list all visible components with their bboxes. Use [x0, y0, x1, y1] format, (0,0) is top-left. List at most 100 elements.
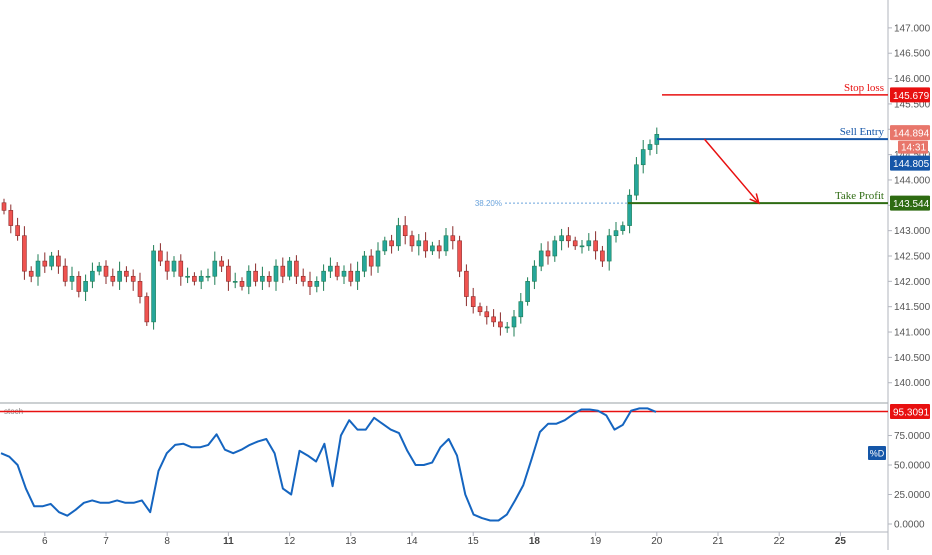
time-tick-label: 8	[164, 536, 170, 547]
candle-body	[232, 281, 238, 283]
candle-body	[457, 240, 462, 272]
candle-body	[579, 245, 585, 248]
candle-body	[430, 245, 435, 252]
target-arrow-head	[749, 193, 760, 205]
price-tick-label: 144.500	[894, 150, 931, 161]
candle-body	[382, 240, 388, 252]
stoch-d-line	[0, 407, 657, 522]
candle-body	[600, 250, 605, 262]
price-tick-label: 145.500	[894, 99, 931, 110]
current-price-bg	[890, 125, 930, 141]
candle-body	[436, 245, 442, 252]
grid	[0, 0, 889, 550]
candle-body	[1, 202, 7, 211]
candle-body	[566, 235, 571, 242]
candle-body	[198, 275, 204, 282]
candle-body	[559, 235, 564, 242]
candle-body	[443, 235, 449, 252]
candle-body	[586, 240, 592, 247]
candle-body	[151, 250, 156, 323]
osc-level-tag: 95.3091	[893, 408, 930, 419]
price-tick-label: 144.000	[894, 175, 931, 186]
time-tick-label: 20	[651, 536, 663, 547]
price-tick-label: 146.500	[894, 49, 931, 60]
candle-body	[253, 270, 258, 282]
candle-body	[28, 270, 34, 277]
osc-tick-label: 25.0000	[894, 490, 931, 501]
candle-body	[593, 240, 598, 252]
time-tick-label: 19	[590, 536, 602, 547]
candle-body	[341, 270, 347, 277]
candle-body	[76, 275, 82, 292]
candle-body	[273, 265, 279, 282]
candle-body	[450, 235, 456, 242]
osc-level-tag-bg	[890, 404, 930, 420]
price-tick-label: 141.000	[894, 328, 931, 339]
candle-body	[42, 260, 48, 267]
candle-body	[552, 240, 558, 257]
candle-body	[83, 281, 88, 292]
level-name: Sell Entry	[840, 126, 885, 138]
candle-body	[192, 275, 197, 282]
candle-body	[130, 275, 136, 282]
candle-body	[518, 301, 524, 318]
stop-loss-price-bg	[890, 87, 930, 103]
price-tick-label: 142.500	[894, 251, 931, 262]
time-tick-label: 22	[774, 536, 786, 547]
current-price: 144.894	[893, 129, 930, 140]
price-tick-label: 141.500	[894, 302, 931, 313]
candle-body	[219, 260, 224, 267]
candle-body	[572, 240, 578, 247]
candle-body	[409, 235, 415, 247]
candle-body	[470, 296, 476, 307]
candle-body	[402, 225, 408, 237]
candle-body	[498, 321, 503, 328]
candle-body	[491, 316, 496, 323]
candle-body	[178, 260, 184, 277]
candle-body	[246, 270, 252, 287]
time-tick-label: 6	[42, 536, 48, 547]
candle-body	[260, 275, 265, 282]
candle-body	[205, 275, 211, 278]
target-arrow-line	[703, 138, 760, 204]
candle-body	[348, 270, 354, 282]
axes: 147.000146.500146.000145.500145.000144.5…	[42, 23, 931, 547]
level-name: Stop loss	[844, 82, 884, 94]
price-tick-label: 140.000	[894, 378, 931, 389]
candle-body	[396, 225, 401, 247]
candle-body	[294, 260, 299, 277]
candle-body	[22, 235, 27, 272]
time-tick-label: 14	[406, 536, 418, 547]
level-name: Take Profit	[835, 190, 884, 202]
time-tick-label: 18	[529, 536, 541, 547]
candle-body	[266, 275, 272, 282]
candle-body	[525, 281, 530, 302]
take-profit-price: 143.544	[893, 199, 930, 210]
time-tick-label: 7	[103, 536, 109, 547]
candle-body	[239, 281, 245, 287]
candle-body	[484, 311, 490, 318]
candle-body	[647, 144, 653, 150]
candle-body	[423, 240, 428, 252]
candle-body	[117, 270, 122, 282]
candles	[1, 127, 660, 337]
candle-body	[334, 265, 340, 277]
candle-body	[96, 265, 102, 272]
candle-body	[375, 250, 381, 267]
candle-body	[56, 255, 61, 267]
time-tick-label: 21	[712, 536, 724, 547]
candle-body	[511, 316, 517, 328]
candle-body	[464, 270, 469, 297]
candle-body	[355, 270, 360, 282]
take-profit-price-bg	[890, 195, 930, 211]
countdown-bg	[898, 140, 928, 154]
candle-body	[368, 255, 374, 267]
osc-tick-label: 50.0000	[894, 461, 931, 472]
price-tick-label: 143.000	[894, 226, 931, 237]
time-tick-label: 11	[223, 536, 234, 547]
candle-body	[15, 225, 20, 237]
price-tick-label: 146.000	[894, 74, 931, 85]
sell-entry-price: 144.805	[893, 159, 930, 170]
